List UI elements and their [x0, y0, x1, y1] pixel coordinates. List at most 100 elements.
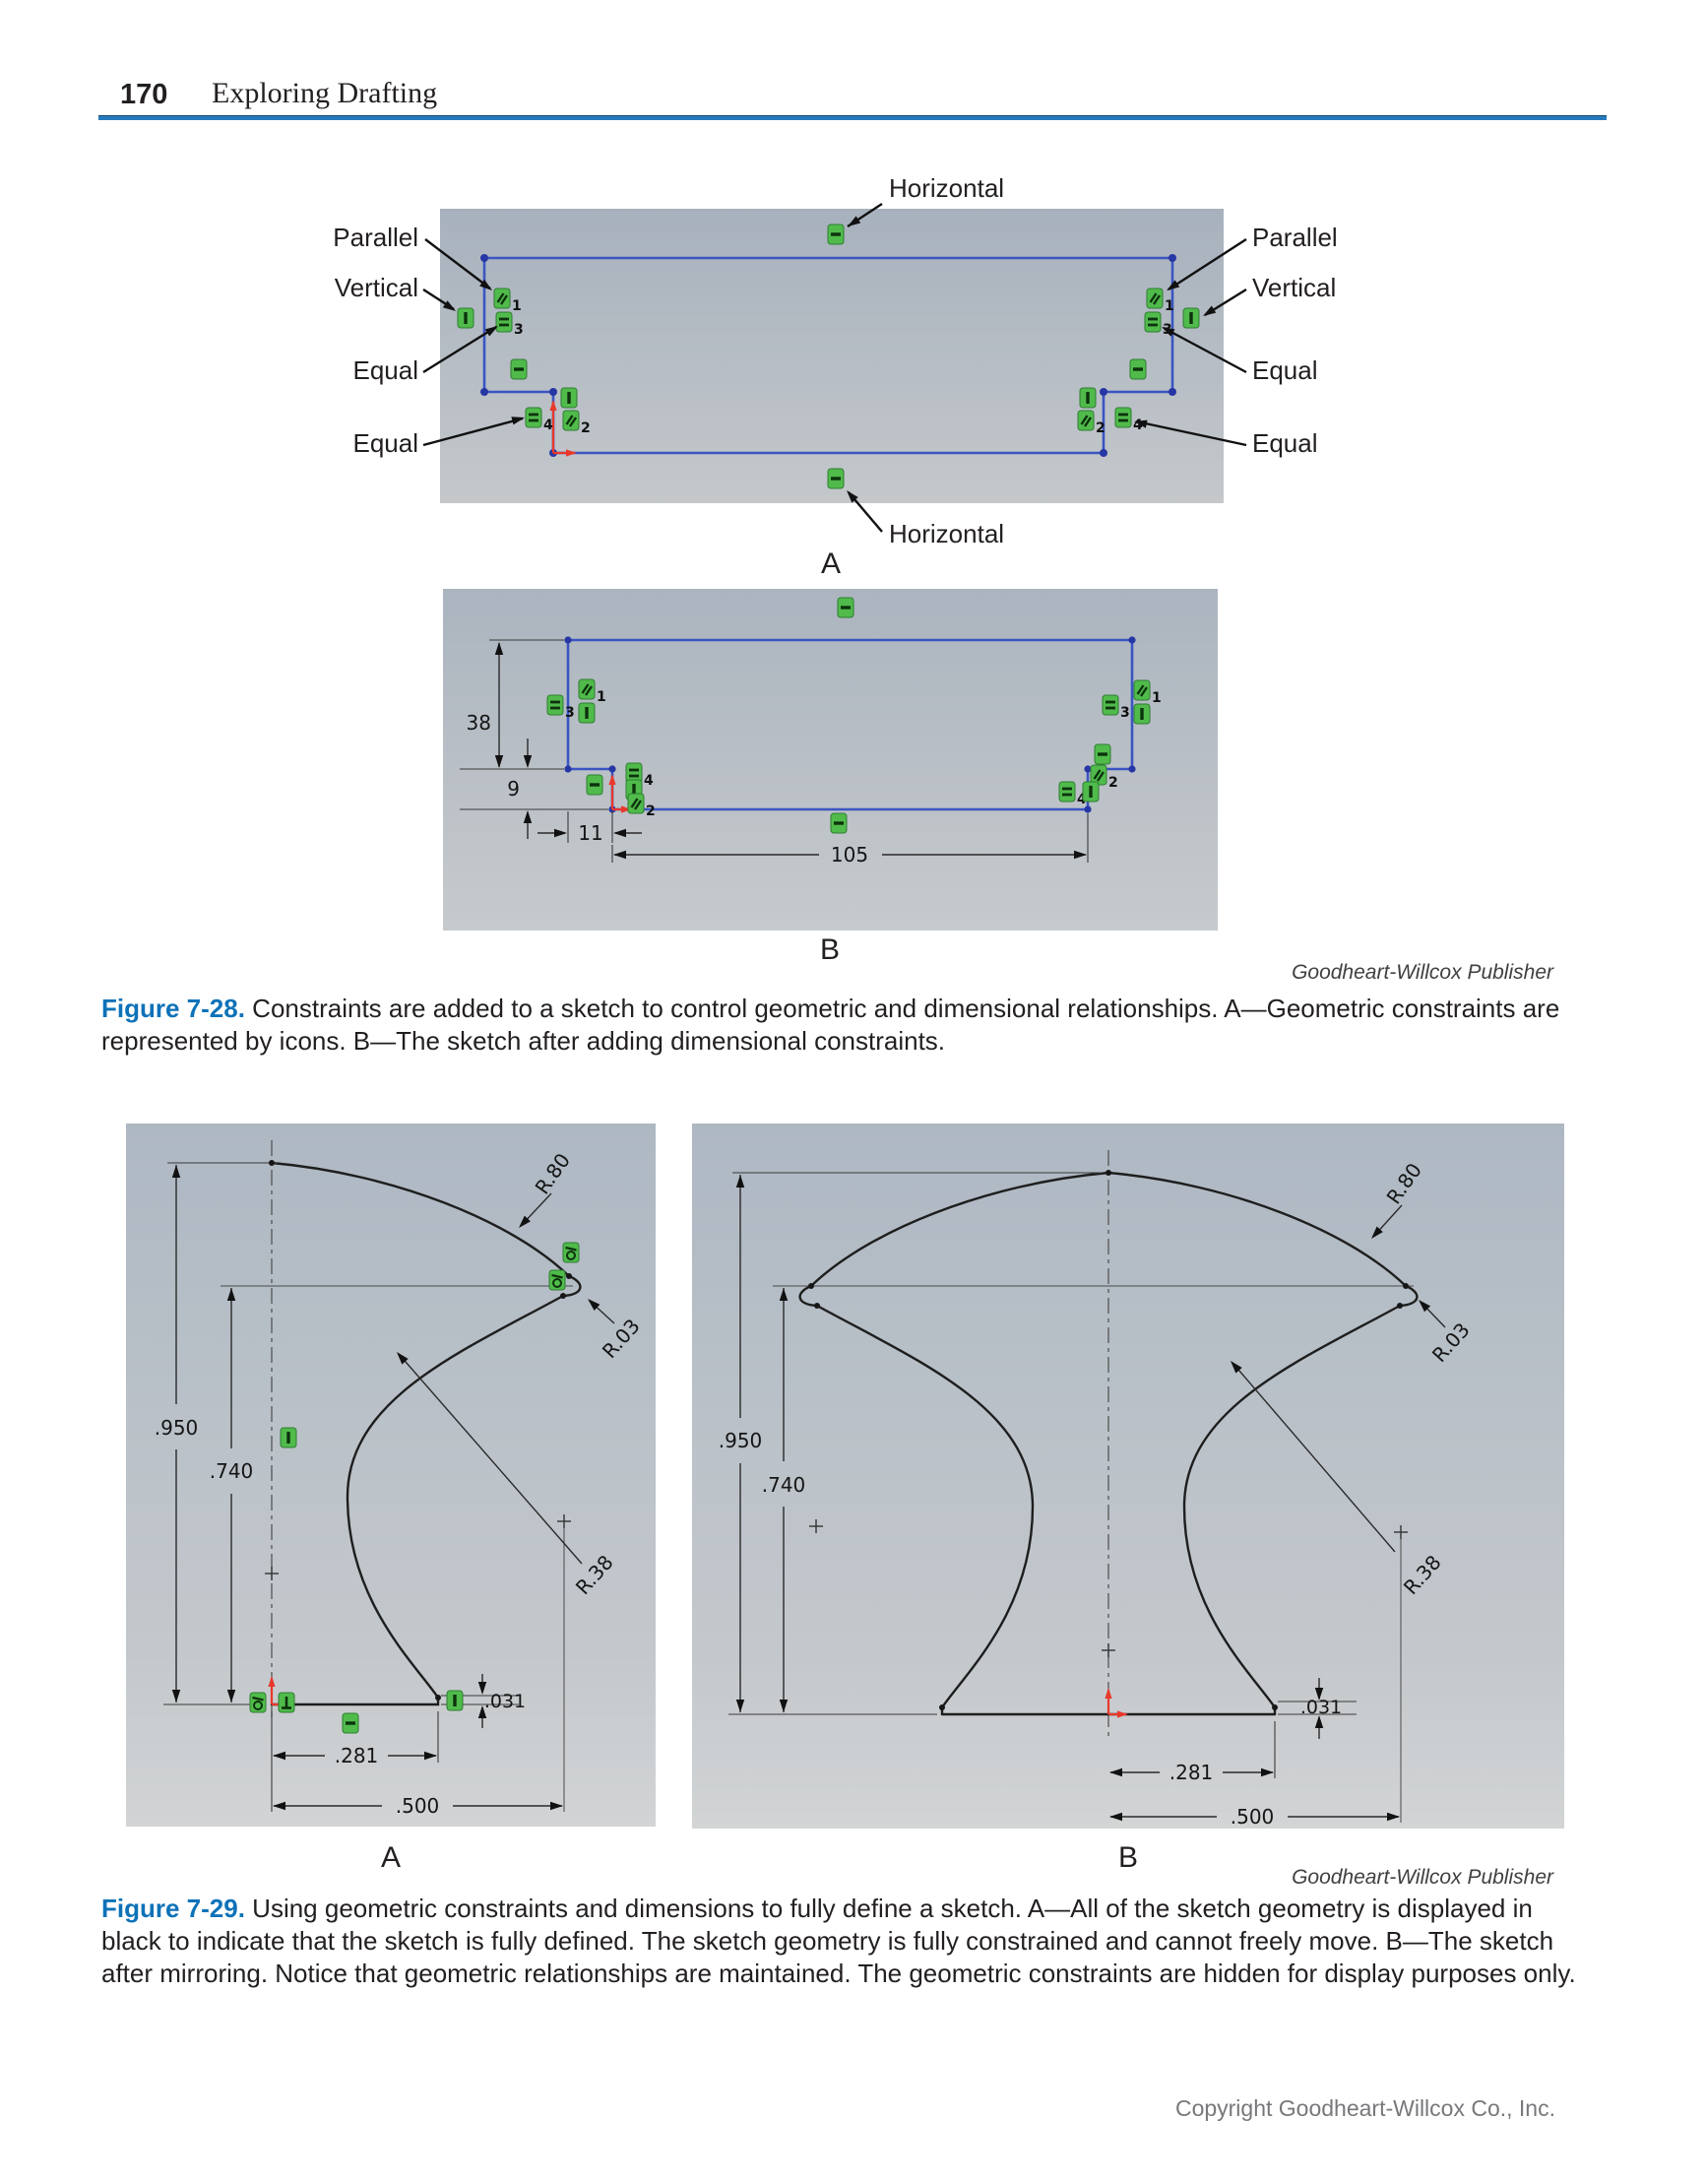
- vertical-icon: [456, 306, 475, 330]
- publisher-credit: Goodheart-Willcox Publisher: [1292, 1866, 1553, 1889]
- icon-number: 2: [646, 803, 656, 819]
- dimension-overall-height: .950: [155, 1416, 199, 1440]
- copyright-footer: Copyright Goodheart-Willcox Co., Inc.: [1174, 2095, 1555, 2121]
- figure-7-28-caption-label: Figure 7-28.: [101, 994, 245, 1023]
- dimension-tip-height: .740: [762, 1473, 806, 1497]
- icon-number: 2: [1096, 420, 1106, 436]
- dimension-overall-height: .950: [719, 1429, 763, 1452]
- parallel-icon: [577, 677, 597, 701]
- perpendicular-icon: [277, 1691, 296, 1714]
- horizontal-icon: [341, 1711, 360, 1735]
- vertical-icon: [559, 386, 579, 410]
- sketch-profile-right: [1106, 1171, 1419, 1716]
- sketch-origin-icon: [1105, 1688, 1128, 1718]
- equal-icon: [1143, 310, 1163, 334]
- dimension-half-width: .500: [396, 1794, 440, 1818]
- dimension-step-height: .031: [1300, 1697, 1342, 1718]
- icon-number: 1: [1152, 690, 1162, 706]
- icon-number: 4: [644, 773, 654, 789]
- equal-icon: [524, 406, 543, 429]
- publisher-credit: Goodheart-Willcox Publisher: [1292, 961, 1553, 984]
- equal-icon: [1113, 406, 1133, 429]
- icon-number: 4: [1133, 418, 1143, 433]
- figure-7-28-a-letter: A: [820, 547, 841, 580]
- icon-number: 1: [597, 689, 606, 705]
- dimension-flat-width: .281: [335, 1744, 379, 1767]
- horizontal-icon: [1093, 742, 1112, 766]
- parallel-icon: [626, 792, 646, 815]
- constraint-label-vertical: Vertical: [335, 273, 418, 302]
- equal-icon: [545, 693, 565, 717]
- figure-7-28-a-image: 1 3 4 2 1 3 2 4 Horizontal Parall: [333, 173, 1337, 548]
- equal-icon: [1101, 693, 1120, 717]
- figure-7-29-a-letter: A: [380, 1841, 401, 1874]
- header-rule: [98, 115, 1607, 120]
- dimension-height: 38: [467, 711, 491, 735]
- equal-icon: [494, 310, 514, 334]
- sketch-origin-icon: [549, 400, 577, 457]
- dimension-tip-height: .740: [210, 1459, 254, 1483]
- horizontal-icon: [1128, 357, 1148, 381]
- constraint-label-equal: Equal: [353, 428, 419, 458]
- tangent-point-dots: [808, 1170, 1409, 1710]
- dimension-width: 105: [831, 843, 868, 867]
- constraint-label-horizontal: Horizontal: [889, 173, 1004, 203]
- constraint-label-parallel: Parallel: [1252, 223, 1338, 252]
- dimension-notch-width: 11: [578, 821, 602, 845]
- figure-7-28-caption: Figure 7-28. Constraints are added to a …: [101, 993, 1563, 1058]
- page-number: 170: [120, 79, 168, 110]
- icon-number: 3: [514, 322, 524, 338]
- tangent-icon: [248, 1691, 268, 1714]
- constraint-label-equal: Equal: [1252, 355, 1318, 385]
- icon-number: 4: [543, 418, 553, 433]
- dimensions: 38 9 11 105: [460, 639, 1089, 867]
- constraint-label-parallel: Parallel: [333, 223, 418, 252]
- vertical-icon: [445, 1689, 465, 1712]
- icon-number: 3: [565, 705, 575, 721]
- parallel-icon: [492, 287, 512, 310]
- constraint-label-equal: Equal: [353, 355, 419, 385]
- horizontal-icon: [829, 811, 849, 835]
- icon-number: 1: [512, 298, 522, 314]
- vertical-icon: [1081, 780, 1101, 803]
- icon-number: 3: [1120, 705, 1130, 721]
- dimension-notch-height: 9: [507, 777, 520, 801]
- callouts: Horizontal Parallel Vertical Equal Equal…: [333, 173, 1337, 548]
- center-marks: [809, 1519, 1408, 1657]
- horizontal-icon: [826, 467, 846, 490]
- dimension-flat-width: .281: [1169, 1761, 1214, 1784]
- tangent-icon: [561, 1241, 581, 1264]
- figure-7-29-caption-label: Figure 7-29.: [101, 1894, 245, 1923]
- figure-7-29-b-image: .950 .740 .281 .500 .031 R.80 R.03 R.38: [692, 1124, 1564, 1829]
- sketch-profile-left: [798, 1171, 1110, 1716]
- horizontal-icon: [836, 596, 855, 619]
- icon-number: 2: [581, 420, 591, 436]
- vertical-icon: [1078, 386, 1098, 410]
- dimension-half-width: .500: [1231, 1805, 1275, 1829]
- vertical-icon: [1132, 702, 1152, 726]
- sketch-profile: [270, 1161, 582, 1706]
- tangent-point-dots: [269, 1160, 572, 1701]
- constraint-label-vertical: Vertical: [1252, 273, 1336, 302]
- icon-number: 4: [1077, 792, 1087, 807]
- horizontal-icon: [509, 357, 529, 381]
- constraint-label-equal: Equal: [1252, 428, 1318, 458]
- cad-viewport-b: [443, 589, 1218, 931]
- center-marks: [265, 1514, 571, 1580]
- figure-7-29-a-image: .950 .740 .281 .500 .031 R.80 R.03 R.38: [126, 1124, 656, 1827]
- figure-7-28-caption-text: Constraints are added to a sketch to con…: [101, 994, 1560, 1056]
- figure-7-29-caption-text: Using geometric constraints and dimensio…: [101, 1894, 1576, 1988]
- figure-7-29-caption: Figure 7-29. Using geometric constraints…: [101, 1893, 1578, 1990]
- cad-viewport-29b: [692, 1124, 1564, 1829]
- horizontal-icon: [826, 223, 846, 246]
- book-title: Exploring Drafting: [212, 77, 438, 109]
- figure-7-29-b-letter: B: [1117, 1841, 1138, 1874]
- tangent-icon: [547, 1268, 567, 1292]
- figure-7-28-b-image: 1 3 4 2 1 3 2 4: [443, 589, 1218, 931]
- dimension-step-height: .031: [484, 1691, 526, 1712]
- vertical-icon: [279, 1426, 298, 1449]
- parallel-icon: [561, 409, 581, 432]
- equal-icon: [1057, 780, 1077, 803]
- constraint-label-horizontal: Horizontal: [889, 519, 1004, 548]
